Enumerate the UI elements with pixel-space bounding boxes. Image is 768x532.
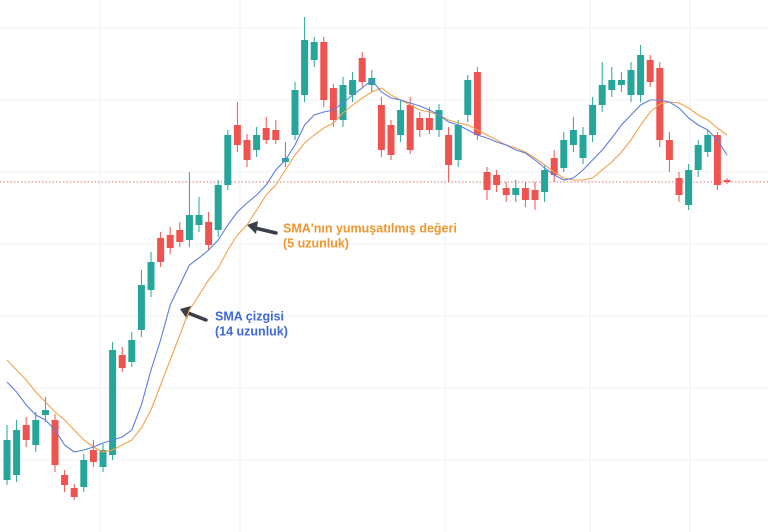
- annotation: SMA çizgisi: [215, 309, 284, 323]
- candle-body: [368, 78, 376, 85]
- candle-body: [473, 72, 481, 135]
- annotation: (5 uzunluk): [283, 236, 349, 250]
- candle-body: [243, 140, 251, 160]
- sma-line: [6, 87, 728, 453]
- candle-body: [637, 55, 645, 95]
- candle-body: [598, 85, 606, 105]
- candle-body: [521, 188, 529, 200]
- candle-body: [435, 110, 443, 130]
- candle-body: [22, 425, 30, 440]
- candle-body: [214, 185, 222, 230]
- candle-body: [89, 450, 97, 462]
- candle-body: [349, 80, 357, 95]
- candle-body: [704, 135, 712, 152]
- candle-body: [32, 420, 40, 445]
- sma-line: [6, 79, 728, 453]
- candle-body: [205, 222, 213, 245]
- candle-body: [425, 118, 433, 130]
- candle-body: [512, 188, 520, 195]
- candle-body: [70, 488, 78, 497]
- candle-body: [646, 60, 654, 82]
- candle-body: [454, 125, 462, 160]
- candle-body: [608, 80, 616, 90]
- candle-body: [445, 135, 453, 165]
- candle-body: [502, 188, 510, 195]
- candle-body: [3, 440, 11, 480]
- candle-body: [387, 125, 395, 155]
- candle-body: [723, 180, 731, 182]
- candle-body: [118, 355, 126, 368]
- candle-body: [416, 118, 424, 130]
- candle-body: [310, 42, 318, 60]
- candle-body: [493, 175, 501, 185]
- candle-body: [464, 80, 472, 115]
- candle-body: [166, 235, 174, 248]
- arrows: [180, 221, 278, 322]
- candle-body: [685, 170, 693, 205]
- candle-body: [13, 430, 21, 475]
- candle-body: [301, 40, 309, 95]
- candle-body: [579, 135, 587, 158]
- candle-body: [233, 125, 241, 145]
- candle-body: [406, 105, 414, 150]
- candle-body: [224, 135, 232, 185]
- candle-body: [675, 178, 683, 195]
- candle-body: [589, 105, 597, 135]
- candle-body: [176, 230, 184, 242]
- candle-body: [109, 350, 117, 455]
- candle-body: [157, 238, 165, 262]
- candle-body: [569, 130, 577, 145]
- annotation: (14 uzunluk): [215, 324, 288, 338]
- candle-body: [262, 128, 270, 140]
- candle-body: [560, 140, 568, 168]
- candle-body: [665, 140, 673, 160]
- annotation: SMA'nın yumuşatılmış değeri: [283, 221, 457, 235]
- candle-body: [80, 460, 88, 487]
- candle-body: [195, 215, 203, 225]
- candle-body: [531, 190, 539, 200]
- candle-body: [397, 110, 405, 135]
- candle-body: [128, 340, 136, 362]
- candle-body: [550, 158, 558, 175]
- candle-body: [291, 90, 299, 135]
- candle-body: [329, 88, 337, 120]
- candle-body: [713, 135, 721, 185]
- candle-body: [185, 215, 193, 240]
- candle-body: [320, 42, 328, 100]
- candle-body: [61, 475, 69, 485]
- candle-body: [617, 80, 625, 85]
- candle-body: [51, 420, 59, 465]
- candle-body: [627, 70, 635, 95]
- candle-body: [694, 145, 702, 170]
- candle-body: [377, 105, 385, 150]
- candle-body: [99, 450, 107, 467]
- candle-body: [541, 170, 549, 192]
- candle-body: [41, 410, 49, 415]
- candle-body: [137, 285, 145, 330]
- candle-body: [272, 130, 280, 140]
- candle-body: [358, 58, 366, 82]
- candle-body: [147, 262, 155, 290]
- candle-body: [483, 172, 491, 190]
- candle-body: [253, 135, 261, 150]
